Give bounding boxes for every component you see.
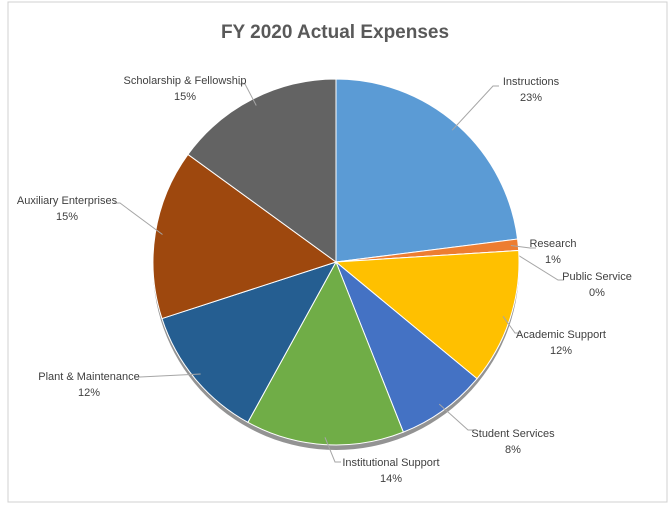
leader-line <box>502 315 521 334</box>
pie-slice <box>152 153 338 320</box>
leader-line <box>451 85 499 131</box>
leader-line <box>438 403 474 431</box>
slice-label: Institutional Support <box>342 457 439 469</box>
slice-label: Auxiliary Enterprises <box>17 195 118 207</box>
slice-label: Student Services <box>471 428 555 440</box>
slice-label: Public Service <box>562 271 632 283</box>
slice-value-label: 15% <box>56 211 78 223</box>
slice-value-label: 12% <box>550 345 572 357</box>
slice-value-label: 12% <box>78 387 100 399</box>
leader-line <box>239 83 257 106</box>
slice-value-label: 23% <box>520 92 542 104</box>
slice-value-label: 1% <box>545 254 561 266</box>
leader-line <box>510 244 536 249</box>
slice-value-label: 15% <box>174 91 196 103</box>
slice-label: Academic Support <box>516 329 606 341</box>
pie-slice <box>334 249 520 380</box>
pie-slice <box>161 261 338 424</box>
leader-line <box>134 373 201 378</box>
leader-line <box>324 437 341 463</box>
slice-label: Plant & Maintenance <box>38 371 140 383</box>
slice-value-label: 0% <box>589 287 605 299</box>
chart-title: FY 2020 Actual Expenses <box>221 22 449 43</box>
pie-slice <box>247 260 405 446</box>
leader-line <box>114 202 163 235</box>
pie-slice <box>335 261 478 433</box>
slice-value-label: 8% <box>505 444 521 456</box>
slice-label: Instructions <box>503 76 560 88</box>
slice-label: Scholarship & Fellowship <box>124 75 247 87</box>
leader-line <box>511 250 564 281</box>
slice-label: Research <box>529 238 576 250</box>
slice-value-label: 14% <box>380 473 402 485</box>
